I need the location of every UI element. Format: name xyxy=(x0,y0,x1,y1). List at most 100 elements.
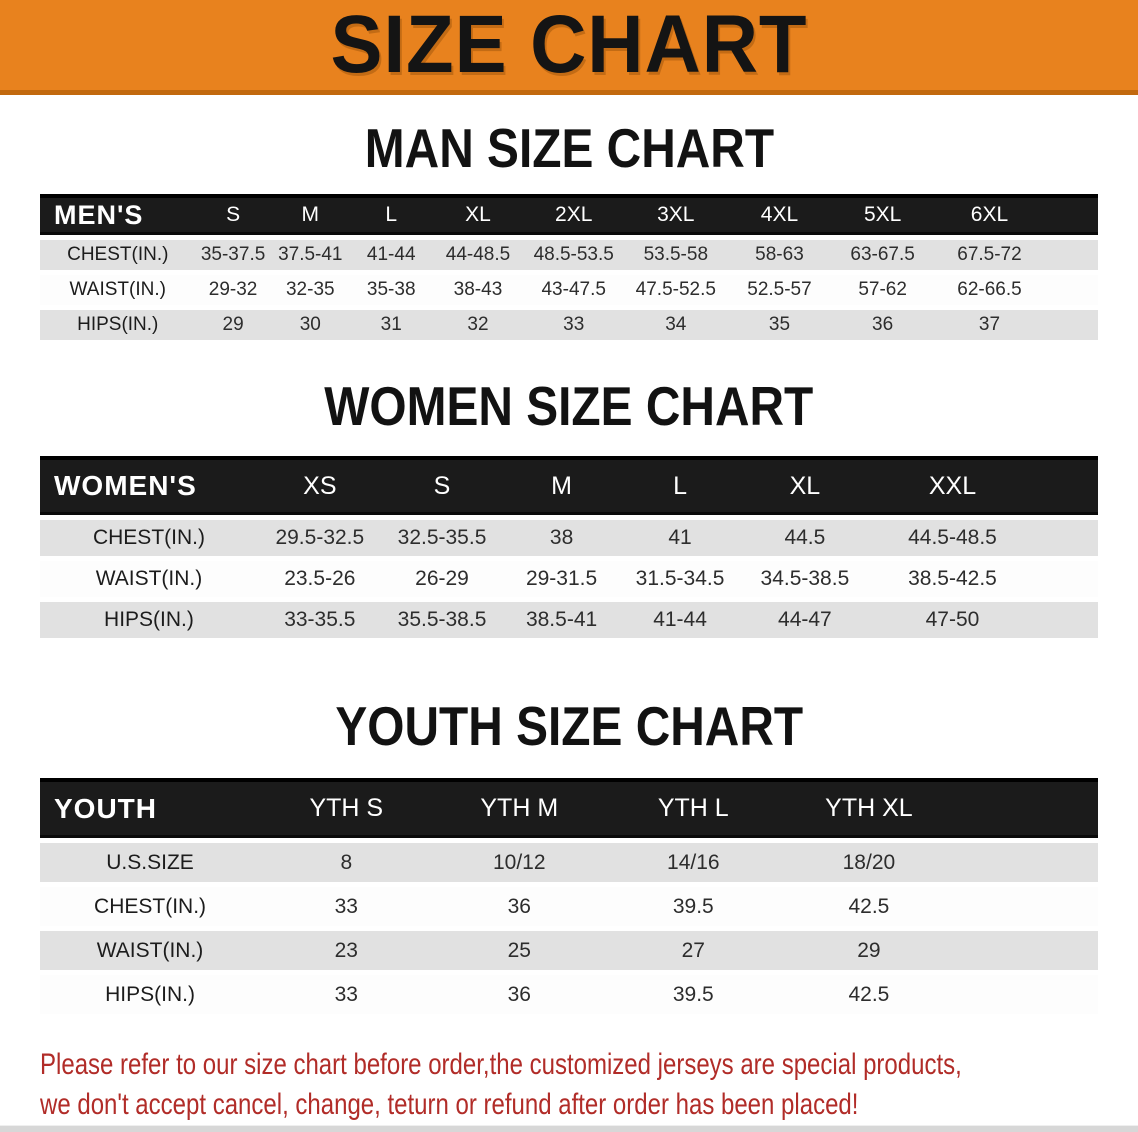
size-value-cell: 29 xyxy=(195,310,271,340)
size-value-cell: 57-62 xyxy=(831,275,934,305)
measurement-row-label: WAIST(IN.) xyxy=(40,931,261,970)
size-value-cell: 25 xyxy=(432,931,607,970)
size-column-header: YTH L xyxy=(606,778,781,838)
size-value-cell: 33 xyxy=(523,310,624,340)
size-column-header: S xyxy=(381,456,503,515)
size-value-cell: 38-43 xyxy=(432,275,524,305)
row-filler-cell xyxy=(1045,275,1098,305)
size-value-cell: 63-67.5 xyxy=(831,240,934,270)
size-value-cell: 36 xyxy=(432,887,607,926)
women-section-heading-text: WOMEN SIZE CHART xyxy=(324,376,814,438)
measurement-row-label: HIPS(IN.) xyxy=(40,602,258,638)
size-column-header: L xyxy=(620,456,740,515)
size-value-cell: 47-50 xyxy=(870,602,1035,638)
size-value-cell: 35-37.5 xyxy=(195,240,271,270)
banner-title: SIZE CHART xyxy=(330,0,808,90)
women-size-table-wrap: WOMEN'S XS S M L XL XXL CHEST(IN.) 29.5-32.5 32.5… xyxy=(40,451,1098,643)
measurement-row: HIPS(IN.) 33-35.5 35.5-38.5 38.5-41 41-44 44-… xyxy=(40,602,1098,638)
size-value-cell: 29-32 xyxy=(195,275,271,305)
youth-section-heading-text: YOUTH SIZE CHART xyxy=(335,696,803,758)
men-size-table-wrap: MEN'S S M L XL 2XL 3XL 4XL 5XL 6XL CHEST(IN.) 35-37… xyxy=(40,189,1098,345)
size-value-cell: 14/16 xyxy=(606,843,781,882)
size-value-cell: 37 xyxy=(933,310,1046,340)
size-value-cell: 43-47.5 xyxy=(523,275,624,305)
measurement-row-label: HIPS(IN.) xyxy=(40,975,261,1014)
measurement-row: CHEST(IN.) 29.5-32.5 32.5-35.5 38 41 44.5 44.5… xyxy=(40,520,1098,556)
youth-size-table-wrap: YOUTH YTH S YTH M YTH L YTH XL U.S.SIZE 8 10/12… xyxy=(40,773,1098,1019)
size-header-row: MEN'S S M L XL 2XL 3XL 4XL 5XL 6XL xyxy=(40,194,1098,235)
row-filler-cell xyxy=(957,887,1098,926)
size-header-row: YOUTH YTH S YTH M YTH L YTH XL xyxy=(40,778,1098,838)
order-policy-line-1: Please refer to our size chart before or… xyxy=(40,1048,962,1081)
size-value-cell: 34.5-38.5 xyxy=(739,561,871,597)
size-value-cell: 35-38 xyxy=(349,275,433,305)
size-value-cell: 62-66.5 xyxy=(933,275,1046,305)
size-value-cell: 10/12 xyxy=(432,843,607,882)
size-column-header: 4XL xyxy=(727,194,832,235)
size-value-cell: 29.5-32.5 xyxy=(257,520,382,556)
measurement-row: CHEST(IN.) 33 36 39.5 42.5 xyxy=(40,887,1098,926)
size-value-cell: 34 xyxy=(623,310,728,340)
row-filler-cell xyxy=(957,843,1098,882)
size-column-header: XL xyxy=(739,456,871,515)
size-column-header: XL xyxy=(432,194,524,235)
youth-section-heading: YOUTH SIZE CHART xyxy=(0,696,1138,758)
order-policy-line-2: we don't accept cancel, change, teturn o… xyxy=(40,1088,859,1121)
size-value-cell: 42.5 xyxy=(780,975,958,1014)
size-value-cell: 23.5-26 xyxy=(257,561,382,597)
size-value-cell: 8 xyxy=(260,843,433,882)
size-value-cell: 32 xyxy=(432,310,524,340)
size-value-cell: 36 xyxy=(831,310,934,340)
size-value-cell: 29 xyxy=(780,931,958,970)
size-value-cell: 58-63 xyxy=(727,240,832,270)
measurement-row: CHEST(IN.) 35-37.5 37.5-41 41-44 44-48.5 48.5… xyxy=(40,240,1098,270)
size-value-cell: 33-35.5 xyxy=(257,602,382,638)
bottom-edge-strip xyxy=(0,1125,1138,1132)
size-value-cell: 38.5-41 xyxy=(502,602,621,638)
size-value-cell: 47.5-52.5 xyxy=(623,275,728,305)
size-value-cell: 27 xyxy=(606,931,781,970)
size-column-header: YTH M xyxy=(432,778,607,838)
size-value-cell: 37.5-41 xyxy=(270,240,350,270)
size-value-cell: 31 xyxy=(349,310,433,340)
size-value-cell: 41-44 xyxy=(620,602,740,638)
size-value-cell: 39.5 xyxy=(606,887,781,926)
row-filler-cell xyxy=(1045,240,1098,270)
size-column-header: 5XL xyxy=(831,194,934,235)
header-filler-cell xyxy=(1045,194,1098,235)
measurement-row-label: WAIST(IN.) xyxy=(40,561,258,597)
size-column-header: M xyxy=(502,456,621,515)
measurement-row: WAIST(IN.) 23 25 27 29 xyxy=(40,931,1098,970)
size-column-header: M xyxy=(270,194,350,235)
women-size-section: WOMEN SIZE CHART WOMEN'S XS S M L XL XXL CHEST(… xyxy=(0,376,1138,643)
size-column-header: S xyxy=(195,194,271,235)
men-size-table: MEN'S S M L XL 2XL 3XL 4XL 5XL 6XL CHEST(IN.) 35-37… xyxy=(40,189,1098,345)
header-filler-cell xyxy=(957,778,1098,838)
size-header-row: WOMEN'S XS S M L XL XXL xyxy=(40,456,1098,515)
youth-size-section: YOUTH SIZE CHART YOUTH YTH S YTH M YTH L YTH… xyxy=(0,696,1138,1019)
row-filler-cell xyxy=(957,931,1098,970)
size-column-header: 3XL xyxy=(623,194,728,235)
size-value-cell: 33 xyxy=(260,887,433,926)
size-value-cell: 38 xyxy=(502,520,621,556)
measurement-row: WAIST(IN.) 23.5-26 26-29 29-31.5 31.5-34.5 34… xyxy=(40,561,1098,597)
measurement-row: HIPS(IN.) 33 36 39.5 42.5 xyxy=(40,975,1098,1014)
table-title-cell: YOUTH xyxy=(40,778,261,838)
size-value-cell: 52.5-57 xyxy=(727,275,832,305)
size-column-header: XS xyxy=(257,456,382,515)
size-column-header: XXL xyxy=(870,456,1035,515)
size-value-cell: 41 xyxy=(620,520,740,556)
size-value-cell: 39.5 xyxy=(606,975,781,1014)
size-column-header: 6XL xyxy=(933,194,1046,235)
measurement-row-label: CHEST(IN.) xyxy=(40,520,258,556)
women-section-heading: WOMEN SIZE CHART xyxy=(0,376,1138,438)
women-size-table: WOMEN'S XS S M L XL XXL CHEST(IN.) 29.5-32.5 32.5… xyxy=(40,451,1098,643)
size-value-cell: 32.5-35.5 xyxy=(381,520,503,556)
measurement-row-label: U.S.SIZE xyxy=(40,843,261,882)
size-value-cell: 23 xyxy=(260,931,433,970)
header-filler-cell xyxy=(1034,456,1098,515)
measurement-row: HIPS(IN.) 29 30 31 32 33 34 35 36 37 xyxy=(40,310,1098,340)
measurement-row: U.S.SIZE 8 10/12 14/16 18/20 xyxy=(40,843,1098,882)
measurement-row-label: HIPS(IN.) xyxy=(40,310,196,340)
size-value-cell: 26-29 xyxy=(381,561,503,597)
